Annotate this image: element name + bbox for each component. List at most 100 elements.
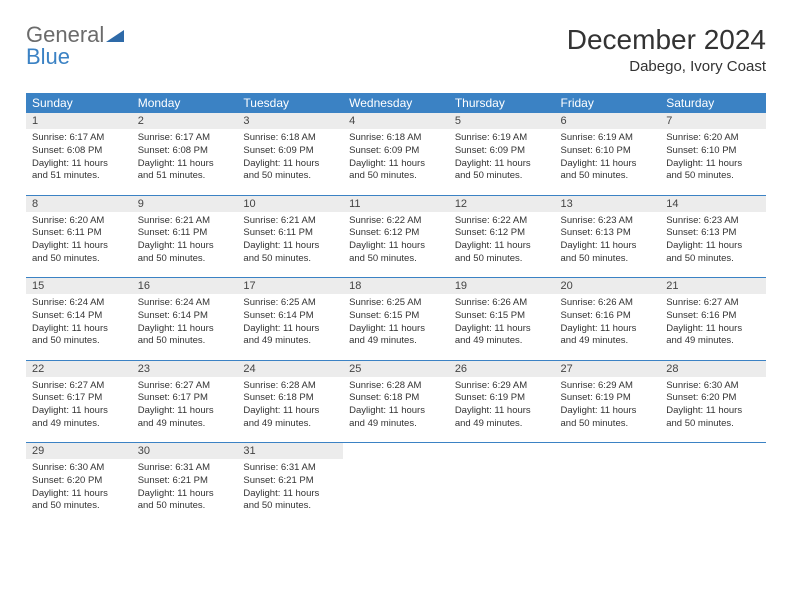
sunset-line: Sunset: 6:08 PM (138, 145, 208, 156)
sunrise-line: Sunrise: 6:26 AM (561, 297, 633, 308)
sunrise-line: Sunrise: 6:22 AM (349, 215, 421, 226)
sunset-line: Sunset: 6:08 PM (32, 145, 102, 156)
day-header: Saturday (660, 93, 766, 113)
day-header: Thursday (449, 93, 555, 113)
sunrise-line: Sunrise: 6:28 AM (243, 380, 315, 391)
day-number (660, 443, 766, 460)
day-cell: Sunrise: 6:26 AMSunset: 6:15 PMDaylight:… (449, 294, 555, 360)
day-number: 23 (132, 360, 238, 377)
day-cell: Sunrise: 6:25 AMSunset: 6:15 PMDaylight:… (343, 294, 449, 360)
day-cell: Sunrise: 6:24 AMSunset: 6:14 PMDaylight:… (132, 294, 238, 360)
day-cell (449, 459, 555, 525)
daylight-line: Daylight: 11 hours and 50 minutes. (666, 405, 742, 429)
daylight-line: Daylight: 11 hours and 50 minutes. (455, 240, 531, 264)
daylight-line: Daylight: 11 hours and 50 minutes. (32, 323, 108, 347)
day-number: 13 (555, 195, 661, 212)
daylight-line: Daylight: 11 hours and 50 minutes. (243, 240, 319, 264)
daylight-line: Daylight: 11 hours and 49 minutes. (349, 323, 425, 347)
sunrise-line: Sunrise: 6:24 AM (32, 297, 104, 308)
day-number: 18 (343, 278, 449, 295)
daylight-line: Daylight: 11 hours and 50 minutes. (32, 488, 108, 512)
day-number: 1 (26, 113, 132, 129)
daylight-line: Daylight: 11 hours and 50 minutes. (243, 488, 319, 512)
sunrise-line: Sunrise: 6:21 AM (243, 215, 315, 226)
day-cell: Sunrise: 6:27 AMSunset: 6:17 PMDaylight:… (132, 377, 238, 443)
sunrise-line: Sunrise: 6:19 AM (561, 132, 633, 143)
daylight-line: Daylight: 11 hours and 49 minutes. (666, 323, 742, 347)
sunrise-line: Sunrise: 6:17 AM (138, 132, 210, 143)
daylight-line: Daylight: 11 hours and 49 minutes. (561, 323, 637, 347)
day-number (449, 443, 555, 460)
day-number: 25 (343, 360, 449, 377)
logo-line2: Blue (26, 46, 124, 68)
day-cell: Sunrise: 6:24 AMSunset: 6:14 PMDaylight:… (26, 294, 132, 360)
sunset-line: Sunset: 6:09 PM (455, 145, 525, 156)
sunrise-line: Sunrise: 6:21 AM (138, 215, 210, 226)
daynum-row: 1234567 (26, 113, 766, 129)
sunset-line: Sunset: 6:12 PM (455, 227, 525, 238)
day-number: 12 (449, 195, 555, 212)
day-cell: Sunrise: 6:20 AMSunset: 6:10 PMDaylight:… (660, 129, 766, 195)
sunrise-line: Sunrise: 6:23 AM (666, 215, 738, 226)
day-number: 3 (237, 113, 343, 129)
daylight-line: Daylight: 11 hours and 49 minutes. (243, 323, 319, 347)
day-cell: Sunrise: 6:20 AMSunset: 6:11 PMDaylight:… (26, 212, 132, 278)
daylight-line: Daylight: 11 hours and 50 minutes. (138, 488, 214, 512)
sunrise-line: Sunrise: 6:26 AM (455, 297, 527, 308)
day-cell: Sunrise: 6:30 AMSunset: 6:20 PMDaylight:… (26, 459, 132, 525)
day-number: 5 (449, 113, 555, 129)
logo-line1: General (26, 24, 124, 46)
calendar-table: Sunday Monday Tuesday Wednesday Thursday… (26, 93, 766, 525)
day-number: 27 (555, 360, 661, 377)
sunrise-line: Sunrise: 6:31 AM (138, 462, 210, 473)
day-header: Friday (555, 93, 661, 113)
daydata-row: Sunrise: 6:20 AM Sunset: 6:11 PM Daylight:… (26, 212, 766, 278)
sunrise-line: Sunrise: 6:19 AM (455, 132, 527, 143)
day-number: 30 (132, 443, 238, 460)
sunrise-line: Sunrise: 6:27 AM (666, 297, 738, 308)
day-number: 16 (132, 278, 238, 295)
day-cell (660, 459, 766, 525)
day-number: 10 (237, 195, 343, 212)
sunset-line: Sunset: 6:14 PM (138, 310, 208, 321)
day-number: 20 (555, 278, 661, 295)
daylight-line: Daylight: 11 hours and 50 minutes. (561, 158, 637, 182)
sunset-line: Sunset: 6:19 PM (561, 392, 631, 403)
day-number (555, 443, 661, 460)
daylight-line: Daylight: 11 hours and 49 minutes. (455, 405, 531, 429)
day-cell: Sunrise: 6:18 AMSunset: 6:09 PMDaylight:… (343, 129, 449, 195)
day-cell: Sunrise: 6:17 AMSunset: 6:08 PMDaylight:… (26, 129, 132, 195)
day-number: 19 (449, 278, 555, 295)
sunset-line: Sunset: 6:11 PM (138, 227, 208, 238)
day-number: 2 (132, 113, 238, 129)
day-cell: Sunrise: 6:29 AMSunset: 6:19 PMDaylight:… (555, 377, 661, 443)
day-number: 17 (237, 278, 343, 295)
sunrise-line: Sunrise: 6:30 AM (32, 462, 104, 473)
day-cell: Sunrise: 6:21 AMSunset: 6:11 PMDaylight:… (132, 212, 238, 278)
day-cell: Sunrise: 6:30 AMSunset: 6:20 PMDaylight:… (660, 377, 766, 443)
day-cell: Sunrise: 6:22 AMSunset: 6:12 PMDaylight:… (343, 212, 449, 278)
day-cell: Sunrise: 6:17 AMSunset: 6:08 PMDaylight:… (132, 129, 238, 195)
day-number: 21 (660, 278, 766, 295)
day-number: 11 (343, 195, 449, 212)
sunrise-line: Sunrise: 6:28 AM (349, 380, 421, 391)
day-number: 26 (449, 360, 555, 377)
day-header: Tuesday (237, 93, 343, 113)
sunrise-line: Sunrise: 6:20 AM (32, 215, 104, 226)
day-header: Wednesday (343, 93, 449, 113)
day-number: 24 (237, 360, 343, 377)
daylight-line: Daylight: 11 hours and 49 minutes. (349, 405, 425, 429)
day-header: Sunday (26, 93, 132, 113)
sunset-line: Sunset: 6:13 PM (666, 227, 736, 238)
daylight-line: Daylight: 11 hours and 50 minutes. (455, 158, 531, 182)
daylight-line: Daylight: 11 hours and 51 minutes. (32, 158, 108, 182)
sunrise-line: Sunrise: 6:18 AM (243, 132, 315, 143)
sunset-line: Sunset: 6:16 PM (561, 310, 631, 321)
day-cell: Sunrise: 6:31 AMSunset: 6:21 PMDaylight:… (132, 459, 238, 525)
daydata-row: Sunrise: 6:30 AMSunset: 6:20 PMDaylight:… (26, 459, 766, 525)
day-number: 14 (660, 195, 766, 212)
day-cell: Sunrise: 6:27 AMSunset: 6:16 PMDaylight:… (660, 294, 766, 360)
day-number: 15 (26, 278, 132, 295)
sunset-line: Sunset: 6:15 PM (349, 310, 419, 321)
sunset-line: Sunset: 6:14 PM (243, 310, 313, 321)
